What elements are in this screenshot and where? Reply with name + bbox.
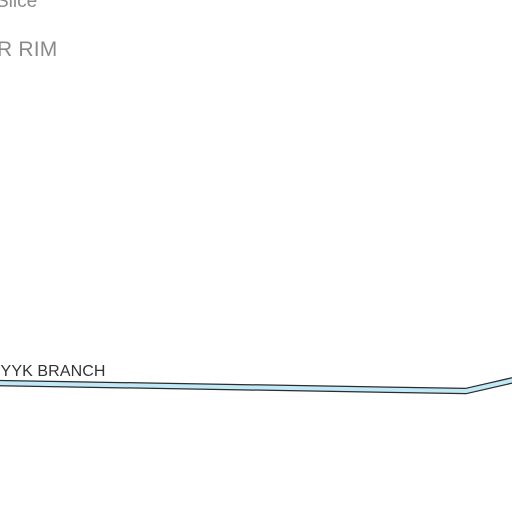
- place-label-top: Slice: [0, 0, 38, 12]
- stream-label: IYYK BRANCH: [0, 363, 106, 380]
- stream-fill: [0, 378, 512, 393]
- rim-label: R RIM: [0, 38, 58, 61]
